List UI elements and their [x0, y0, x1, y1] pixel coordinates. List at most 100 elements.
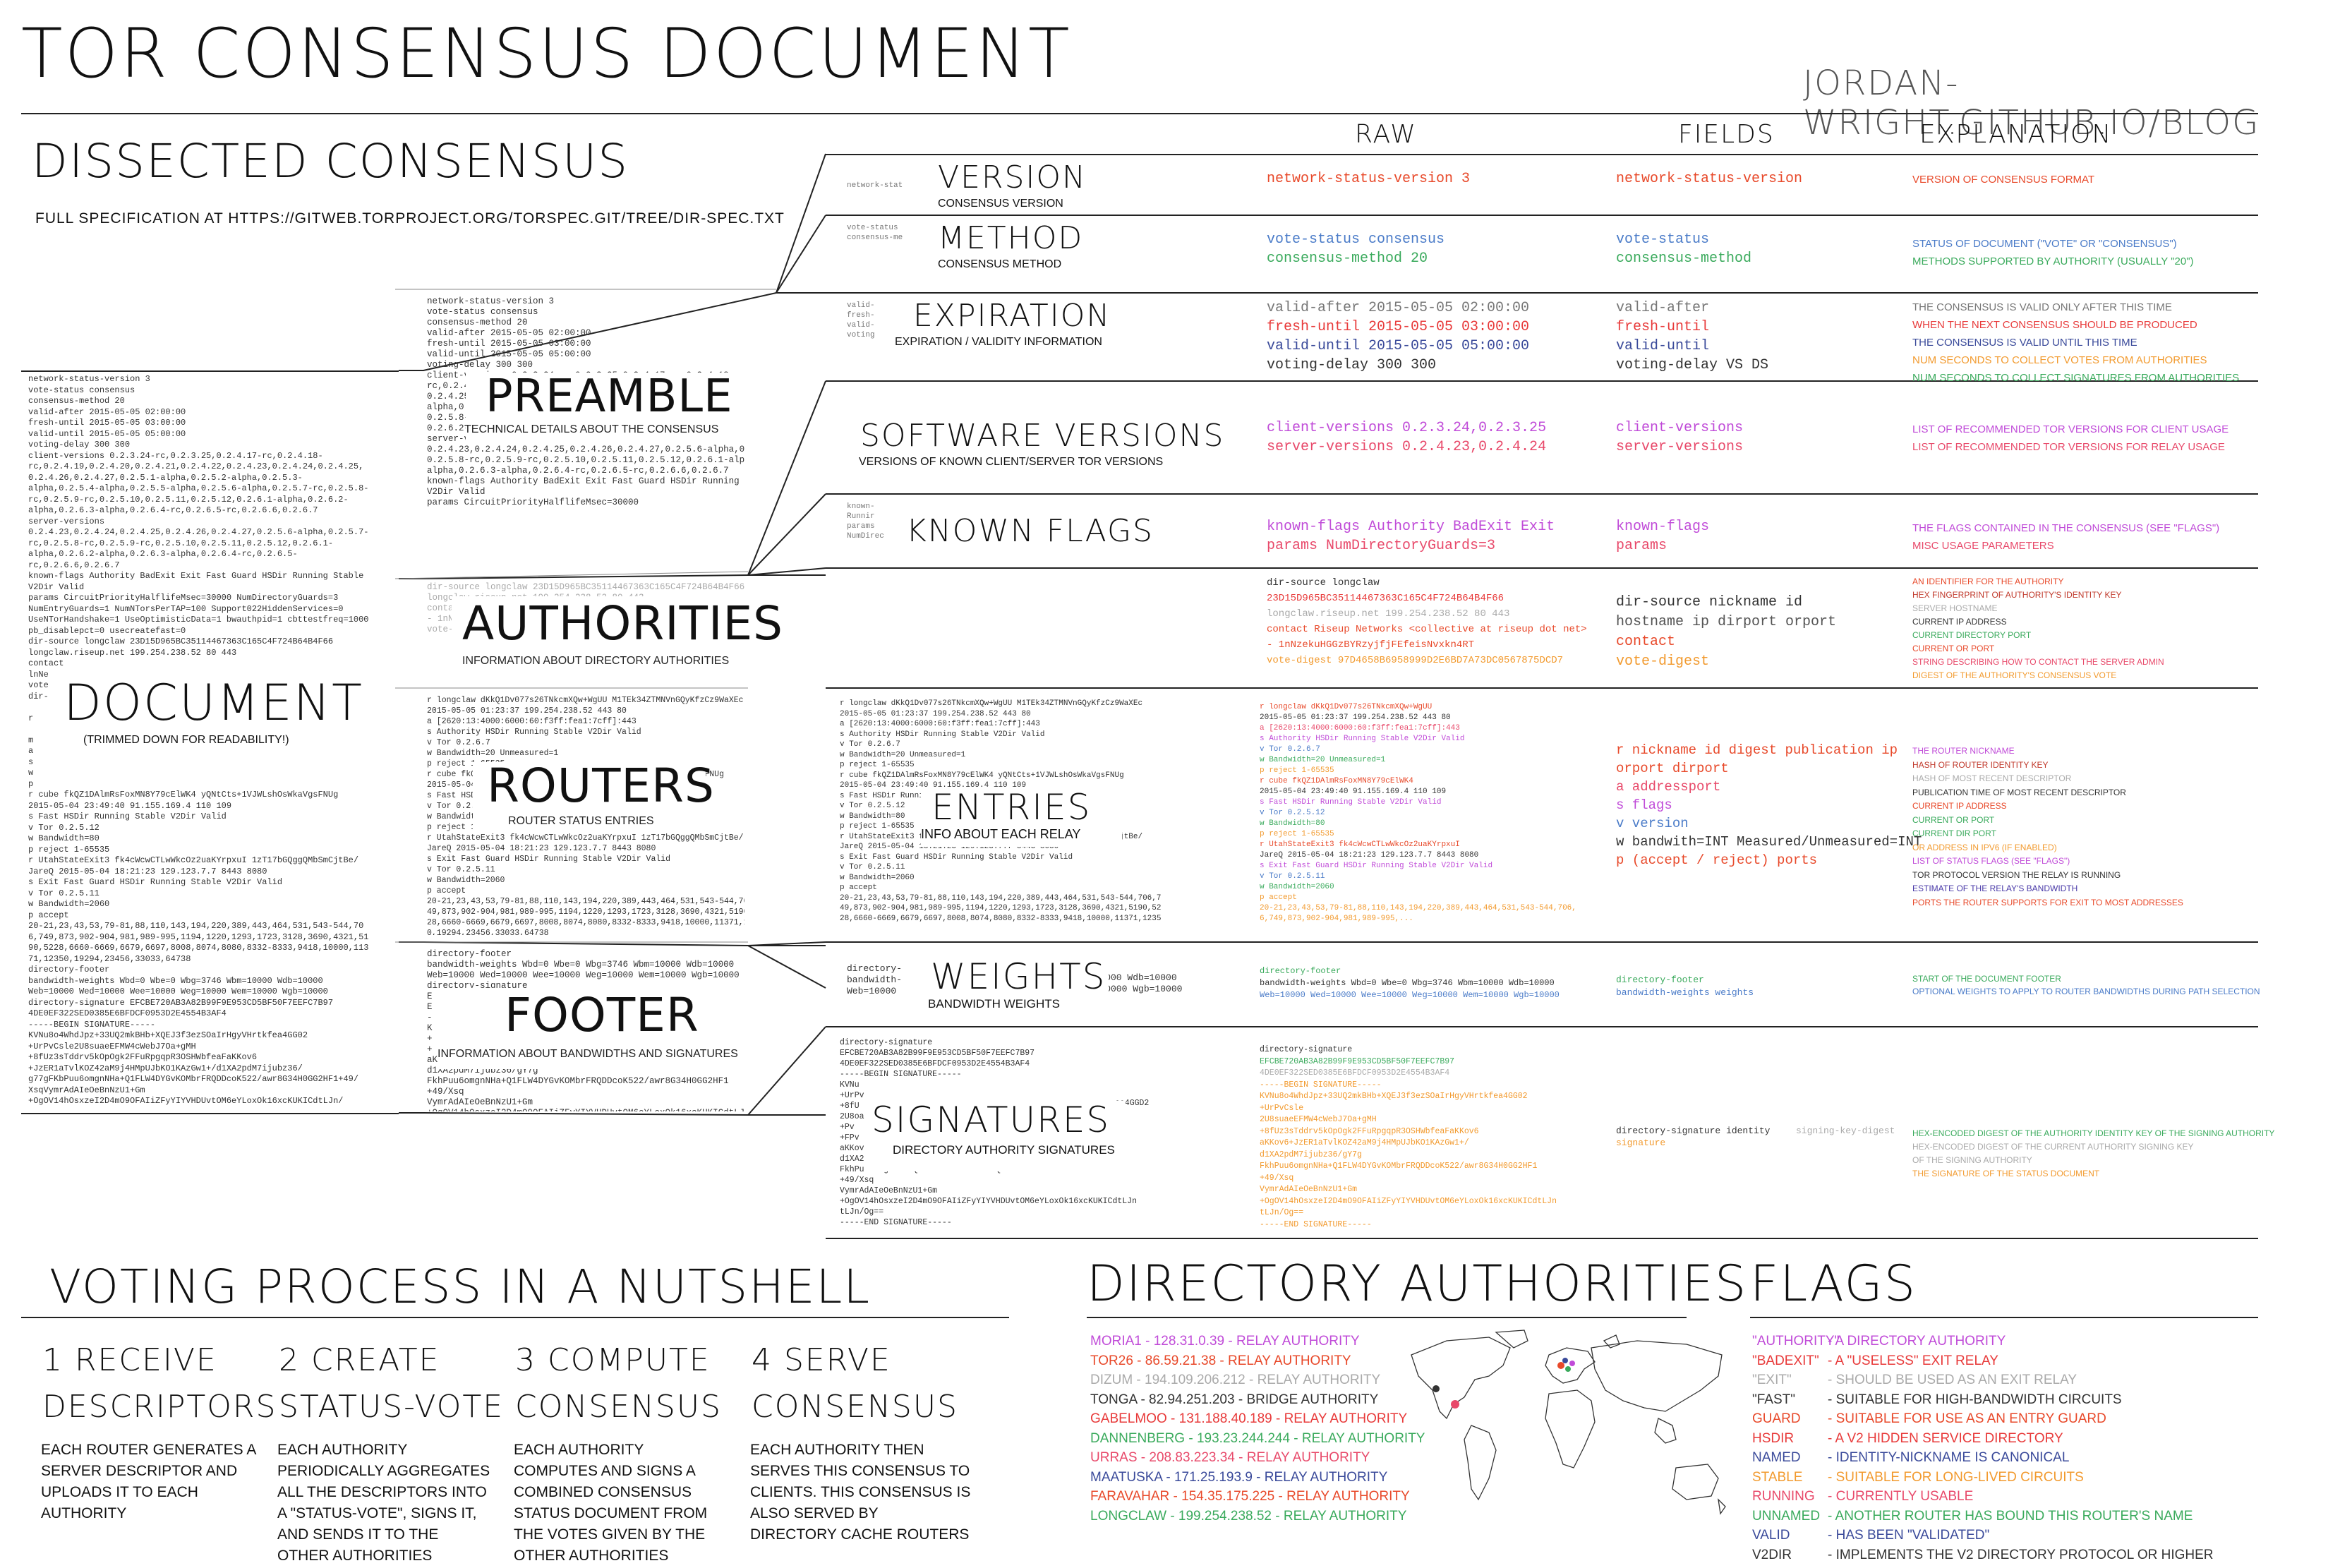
- entries-expl-line: OR ADDRESS IN IPV6 (IF ENABLED): [1912, 842, 2057, 852]
- method-expl-line: STATUS OF DOCUMENT ("VOTE" OR "CONSENSUS…: [1912, 238, 2177, 250]
- weights-title: WEIGHTS: [928, 956, 1109, 997]
- auth-expl-line: DIGEST OF THE AUTHORITY'S CONSENSUS VOTE: [1912, 670, 2117, 680]
- auth-field-line: dir-source nickname id: [1616, 594, 1803, 610]
- voting-step-title: 4 SERVE CONSENSUS: [752, 1342, 958, 1425]
- software-raw-line: server-versions 0.2.4.23,0.2.4.24: [1267, 439, 1547, 455]
- voting-step-title: 3 COMPUTE CONSENSUS: [515, 1342, 722, 1425]
- auth-raw-line: contact Riseup Networks <collective at r…: [1267, 624, 1587, 635]
- dir-authority-item: LONGCLAW - 199.254.238.52 - RELAY AUTHOR…: [1090, 1508, 1407, 1524]
- entries-expl-line: HASH OF ROUTER IDENTITY KEY: [1912, 759, 2049, 770]
- entries-raw-line: v Tor 0.2.5.12: [1260, 809, 1325, 817]
- voting-step-text: EACH AUTHORITY THEN SERVES THIS CONSENSU…: [750, 1442, 971, 1543]
- signatures-raw-line: KVNu8o4WhdJpz+33UQ2mkBHb+XQEJ3f3ezSOaIrH…: [1260, 1092, 1528, 1101]
- entries-raw-line: p accept: [1260, 893, 1297, 902]
- auth-expl-line: CURRENT OR PORT: [1912, 644, 1995, 653]
- dir-authority-item: FARAVAHAR - 154.35.175.225 - RELAY AUTHO…: [1090, 1489, 1410, 1504]
- entries-expl-line: PORTS THE ROUTER SUPPORTS FOR EXIT TO MO…: [1912, 897, 2183, 907]
- signatures-raw-line: aKKov6+JzER1aTvlKOZ42aM9j4HMpUJbKO1KAzGw…: [1260, 1138, 1469, 1147]
- spec-link[interactable]: FULL SPECIFICATION AT HTTPS://GITWEB.TOR…: [35, 210, 785, 227]
- document-top-rule: [21, 370, 399, 372]
- entries-raw-line: w Bandwidth=20 Unmeasured=1: [1260, 756, 1386, 764]
- flags-title: KNOWN FLAGS: [903, 514, 1157, 549]
- flag-desc: - SHOULD BE USED AS AN EXIT RELAY: [1828, 1373, 2077, 1387]
- entries-raw-line: JareQ 2015-05-04 18:21:23 129.123.7.7 84…: [1260, 851, 1479, 860]
- flag-desc: - A "USELESS" EXIT RELAY: [1828, 1353, 1998, 1368]
- entries-expl-line: HASH OF MOST RECENT DESCRIPTOR: [1912, 773, 2072, 783]
- auth-raw-line: - 1nNzekuHGGzBYRzyjfjFEfeisNvxkn4RT: [1267, 639, 1475, 651]
- entries-expl-line: CURRENT OR PORT: [1912, 814, 1995, 825]
- auth-raw-line: dir-source longclaw: [1267, 577, 1380, 589]
- flag-name: "FAST": [1752, 1392, 1795, 1407]
- version-field-line: network-status-version: [1616, 171, 1803, 187]
- weights-field-line: bandwidth-weights weights: [1616, 987, 1754, 998]
- flag-name: UNNAMED: [1752, 1508, 1821, 1524]
- signatures-expl-line: HEX-ENCODED DIGEST OF THE CURRENT AUTHOR…: [1912, 1142, 2194, 1152]
- expiration-title: EXPIRATION: [910, 298, 1114, 334]
- entries-raw-line: 6,749,873,902-904,981,989-995,...: [1260, 915, 1413, 923]
- entries-code: r longclaw dKkQ1Dv077s26TNkcmXQw+WgUU M1…: [840, 699, 1162, 923]
- dir-authority-item: TOR26 - 86.59.21.38 - RELAY AUTHORITY: [1090, 1353, 1351, 1368]
- dissected-title: DISSECTED CONSENSUS: [32, 134, 629, 188]
- entries-label-box: [921, 787, 1122, 847]
- entries-raw-line: s Authority HSDir Running Stable V2Dir V…: [1260, 735, 1465, 743]
- auth-raw-line: longclaw.riseup.net 199.254.238.52 80 44…: [1267, 608, 1510, 620]
- expiration-raw-line: valid-until 2015-05-05 05:00:00: [1267, 338, 1530, 354]
- flags-title: FLAGS: [1750, 1255, 1917, 1313]
- entries-raw-line: r UtahStateExit3 fk4cWcwCTLwWkcOz2uaKYrp…: [1260, 840, 1460, 849]
- dir-authority-item: URRAS - 208.83.223.34 - RELAY AUTHORITY: [1090, 1450, 1370, 1465]
- auth-field-line: vote-digest: [1616, 653, 1710, 670]
- auth-expl-line: HEX FINGERPRINT OF AUTHORITY'S IDENTITY …: [1912, 590, 2122, 600]
- blog-link[interactable]: JORDAN-WRIGHT.GITHUB.IO/BLOG: [1803, 64, 2260, 143]
- entries-raw-line: w Bandwidth=2060: [1260, 883, 1334, 891]
- expiration-field-line: fresh-until: [1616, 319, 1710, 335]
- voting-rule: [21, 1317, 1009, 1318]
- entries-field-line: r nickname id digest publication ip: [1616, 742, 1898, 758]
- signatures-raw-line: VymrAdAIeOeBnNzU1+Gm: [1260, 1185, 1358, 1194]
- dir-authorities-rule: [1087, 1317, 1687, 1318]
- auth-raw-line: vote-digest 97D4658B6958999D2E6BD7A73DC0…: [1267, 655, 1564, 666]
- dir-authority-item: TONGA - 82.94.251.203 - BRIDGE AUTHORITY: [1090, 1392, 1379, 1407]
- weights-subtitle: BANDWIDTH WEIGHTS: [928, 997, 1060, 1011]
- entries-raw-line: 2015-05-05 01:23:37 199.254.238.52 443 8…: [1260, 713, 1451, 722]
- signatures-raw-line: -----END SIGNATURE-----: [1260, 1219, 1372, 1229]
- weights-raw-line: directory-footer: [1260, 966, 1341, 976]
- weights-expl-line: OPTIONAL WEIGHTS TO APPLY TO ROUTER BAND…: [1912, 987, 2260, 996]
- auth-expl-line: AN IDENTIFIER FOR THE AUTHORITY: [1912, 577, 2064, 586]
- auth-field-line: contact: [1616, 634, 1676, 650]
- voting-step-title: 2 CREATE STATUS-VOTE: [279, 1342, 505, 1425]
- routers-label-box: [473, 762, 706, 829]
- expiration-raw-line: voting-delay 300 300: [1267, 357, 1437, 373]
- column-rule: [826, 154, 2258, 155]
- expiration-raw-line: valid-after 2015-05-05 02:00:00: [1267, 300, 1530, 316]
- world-map: [1411, 1329, 1726, 1515]
- document-title: DOCUMENT: [64, 674, 363, 732]
- flag-name: GUARD: [1752, 1411, 1801, 1426]
- auth-field-line: hostname ip dirport orport: [1616, 614, 1837, 630]
- voting-step-text: EACH AUTHORITY COMPUTES AND SIGNS A COMB…: [514, 1442, 708, 1564]
- software-expl-line: LIST OF RECOMMENDED TOR VERSIONS FOR REL…: [1912, 441, 2225, 453]
- flag-desc: - A DIRECTORY AUTHORITY: [1828, 1334, 2006, 1349]
- flags-expl-line: MISC USAGE PARAMETERS: [1912, 540, 2054, 552]
- entries-raw-line: v Tor 0.2.5.11: [1260, 872, 1325, 881]
- signatures-raw-line: 2U8suaeEFMW4cWebJ7Oa+gMH: [1260, 1115, 1377, 1124]
- entries-expl-line: THE ROUTER NICKNAME: [1912, 746, 2015, 756]
- software-subtitle: VERSIONS OF KNOWN CLIENT/SERVER TOR VERS…: [856, 455, 1166, 469]
- routers-code: r longclaw dKkQ1Dv077s26TNkcmXQw+WgUU M1…: [427, 696, 744, 935]
- version-mini: network-stat: [847, 181, 903, 190]
- dir-authority-item: GABELMOO - 131.188.40.189 - RELAY AUTHOR…: [1090, 1411, 1408, 1426]
- expiration-expl-line: WHEN THE NEXT CONSENSUS SHOULD BE PRODUC…: [1912, 319, 2197, 331]
- expiration-expl-line: THE CONSENSUS IS VALID UNTIL THIS TIME: [1912, 337, 2137, 349]
- expiration-expl-line: NUM SECONDS TO COLLECT VOTES FROM AUTHOR…: [1912, 354, 2207, 366]
- software-title: SOFTWARE VERSIONS: [857, 418, 1228, 454]
- software-field-line: client-versions: [1616, 420, 1744, 436]
- signatures-raw-line: FkhPuu6omgnNHa+Q1FLW4DYGvKOMbrFRQDDcoK52…: [1260, 1162, 1538, 1171]
- entries-raw-line: s Exit Fast Guard HSDir Running Stable V…: [1260, 862, 1493, 870]
- preamble-subtitle: TECHNICAL DETAILS ABOUT THE CONSENSUS: [464, 423, 719, 435]
- signatures-raw-line: directory-signature: [1260, 1045, 1353, 1054]
- flags-raw-line: known-flags Authority BadExit Exit: [1267, 519, 1555, 535]
- entries-title: ENTRIES: [931, 787, 1092, 828]
- preamble-title: PREAMBLE: [486, 370, 733, 423]
- expiration-mini: valid- fresh- valid- voting: [847, 301, 875, 339]
- flag-name: STABLE: [1752, 1469, 1803, 1485]
- col-fields: FIELDS: [1678, 120, 1775, 149]
